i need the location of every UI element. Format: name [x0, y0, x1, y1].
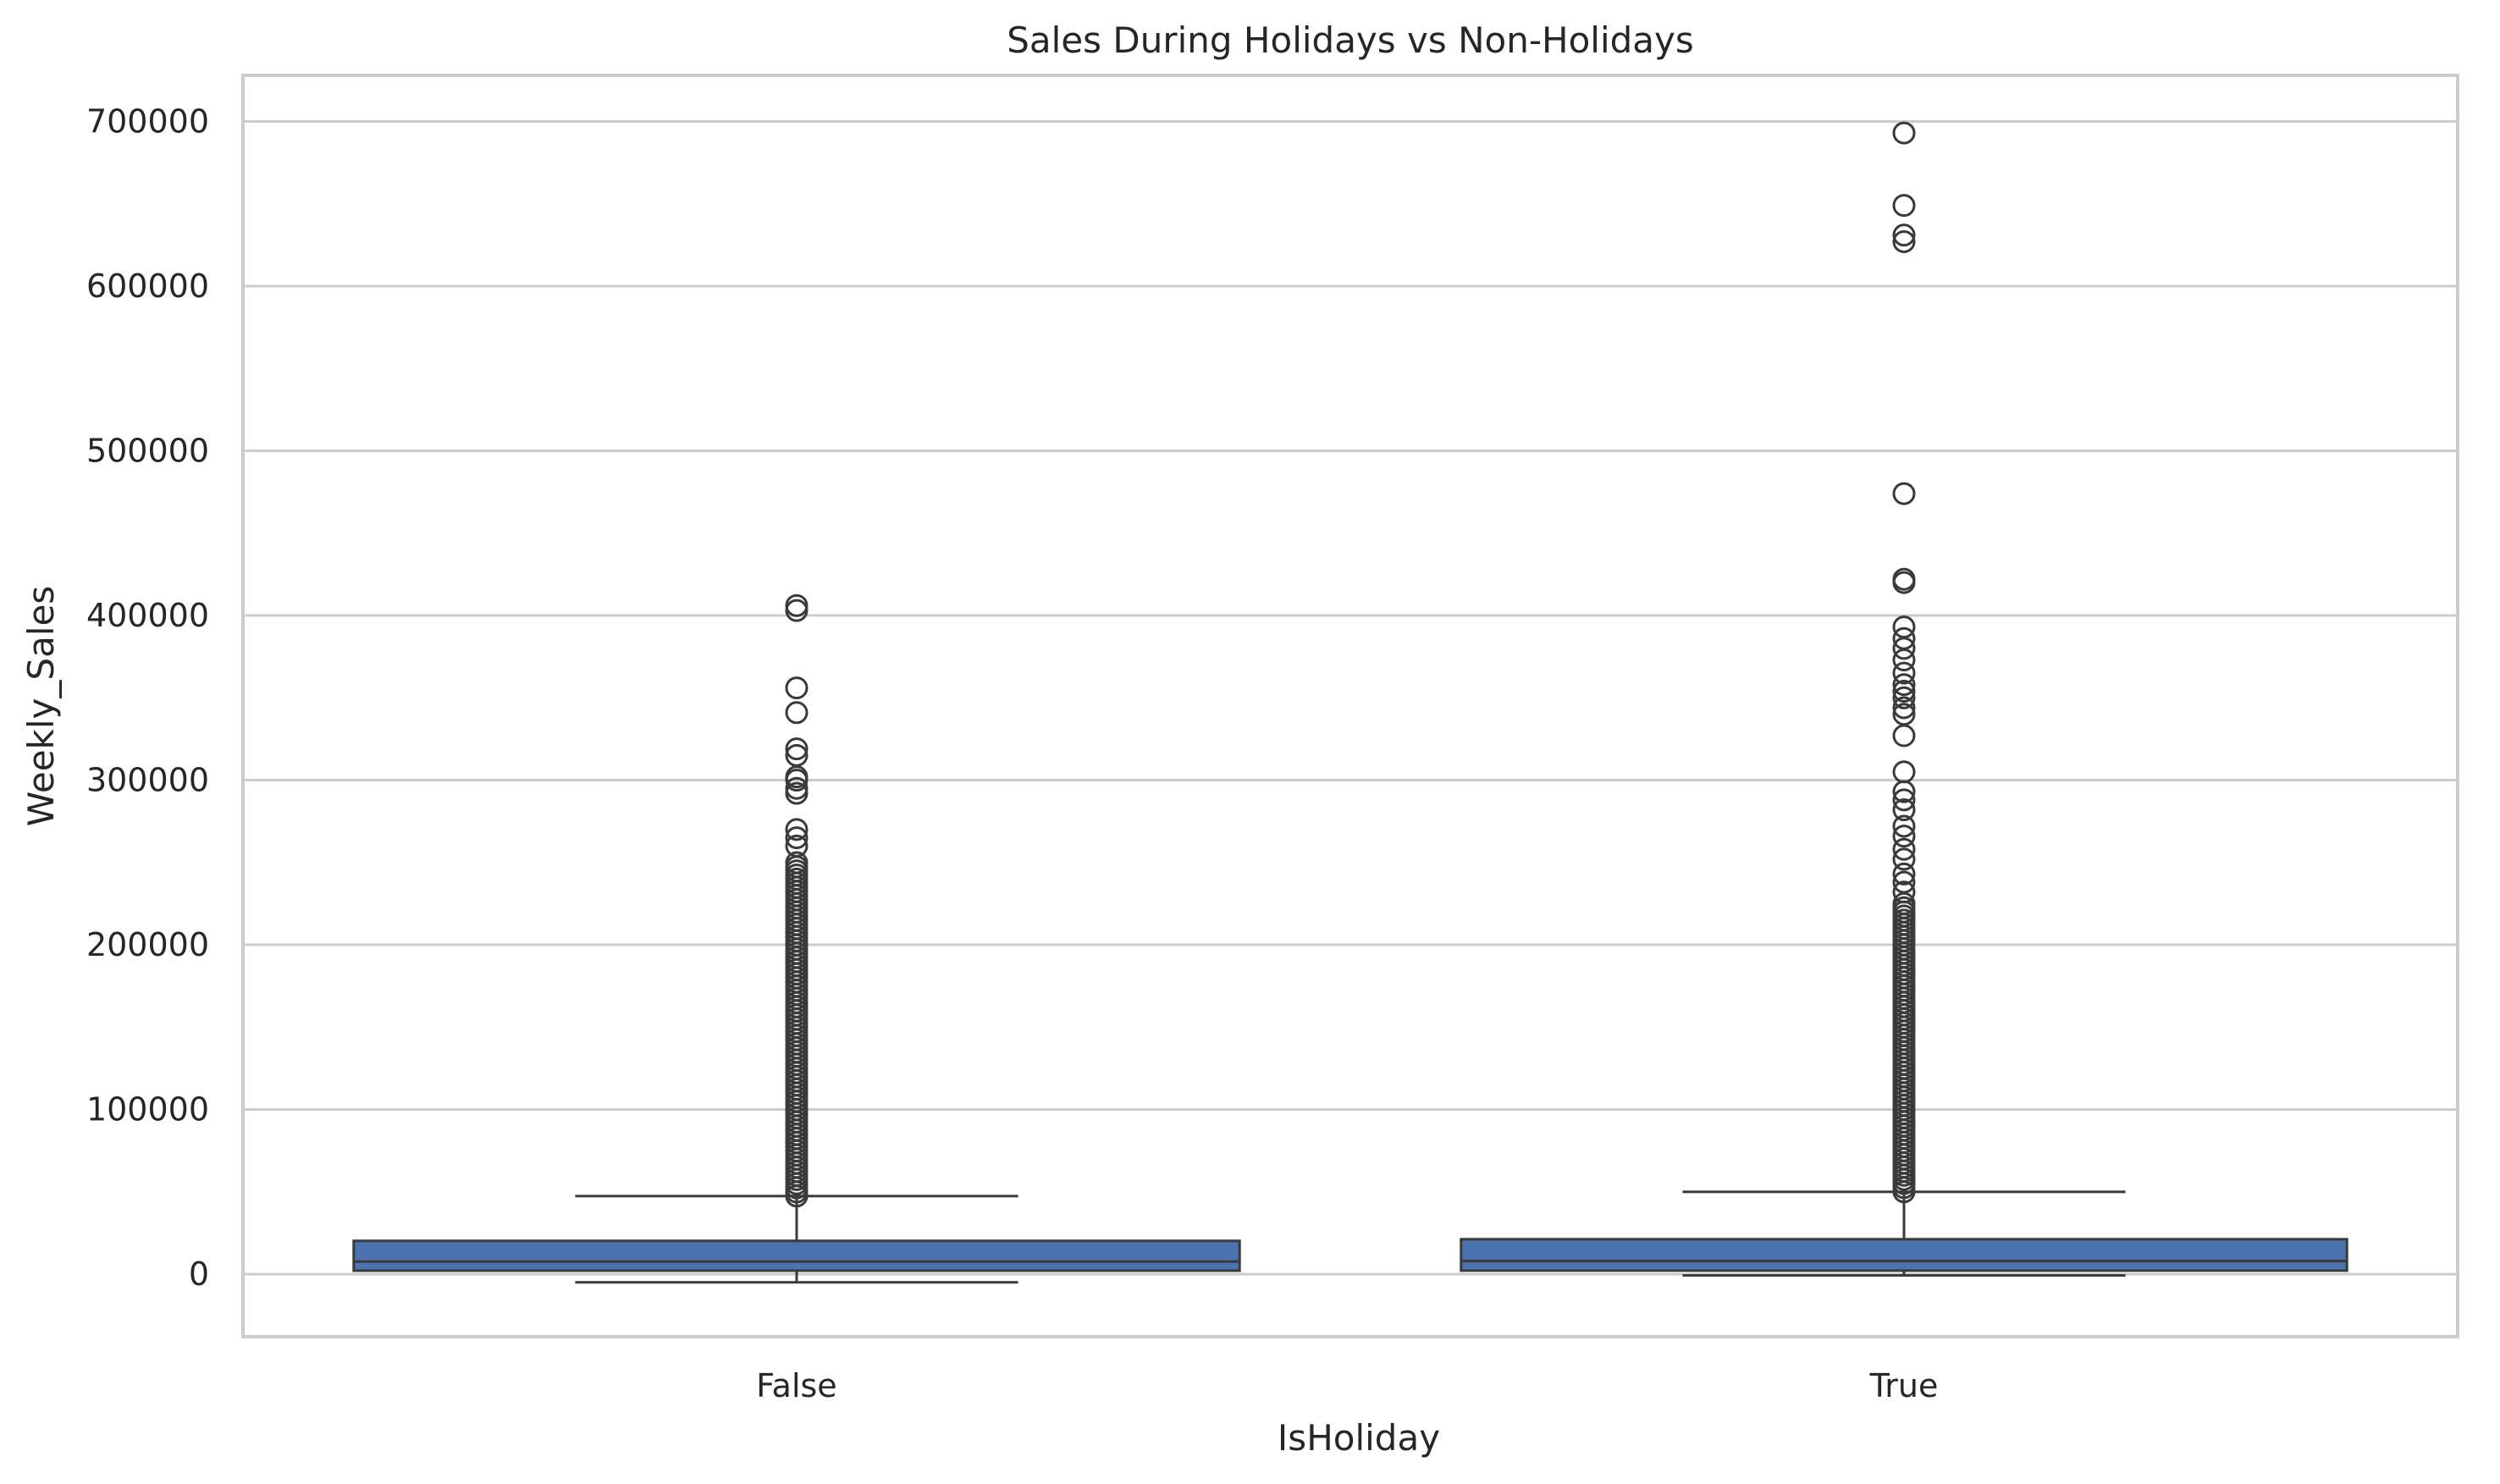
y-tick-label: 300000	[86, 762, 209, 799]
box-layer	[352, 121, 2348, 1284]
outlier-point	[1892, 229, 1916, 253]
y-tick-label: 400000	[86, 597, 209, 634]
outlier-point	[1892, 482, 1916, 505]
outlier-point	[785, 818, 808, 841]
box-group-true	[1460, 121, 2348, 1277]
outlier-point	[785, 599, 808, 622]
iqr-box	[352, 1239, 1241, 1272]
outlier-point	[1892, 880, 1916, 904]
outlier-point	[1892, 194, 1916, 218]
plot-frame	[241, 74, 2459, 1338]
outlier-point	[785, 851, 808, 874]
grid-lines	[243, 119, 2458, 1276]
outlier-point	[785, 743, 808, 767]
x-tick-label: True	[1869, 1367, 1939, 1404]
outlier-point	[1892, 223, 1916, 247]
outlier-point	[1892, 870, 1916, 894]
x-axis-label: IsHoliday	[1278, 1417, 1440, 1459]
outlier-point	[785, 701, 808, 725]
outlier-point	[1892, 615, 1916, 639]
outlier-point	[1892, 626, 1916, 650]
x-tick-label: False	[756, 1367, 836, 1404]
outlier-point	[1892, 679, 1916, 703]
y-tick-label: 0	[189, 1255, 209, 1293]
outlier-point	[1892, 862, 1916, 885]
outlier-point	[1892, 724, 1916, 748]
y-tick-label: 700000	[86, 102, 209, 140]
outlier-point	[1892, 648, 1916, 672]
chart-title: Sales During Holidays vs Non-Holidays	[1007, 19, 1694, 61]
y-axis-label: Weekly_Sales	[20, 586, 62, 826]
outlier-point	[785, 737, 808, 761]
outlier-point	[785, 776, 808, 800]
outlier-point	[1892, 661, 1916, 685]
outlier-point	[1892, 798, 1916, 822]
outlier-point	[785, 593, 808, 617]
outlier-point	[1892, 760, 1916, 784]
outlier-point	[1892, 703, 1916, 726]
tick-labels: 0 100000 200000 300000 400000 500000 600000 700…	[86, 102, 1938, 1404]
outlier-point	[785, 826, 808, 850]
outlier-point	[785, 676, 808, 700]
y-tick-label: 600000	[86, 268, 209, 305]
outlier-point	[1892, 686, 1916, 709]
outlier-point	[1892, 696, 1916, 720]
outlier-point	[1892, 567, 1916, 591]
y-tick-label: 500000	[86, 432, 209, 469]
outlier-point	[1892, 673, 1916, 697]
y-tick-label: 200000	[86, 926, 209, 963]
y-tick-label: 100000	[86, 1091, 209, 1128]
outlier-point	[1892, 788, 1916, 812]
iqr-box	[1460, 1238, 2348, 1272]
box-group-false	[352, 593, 1241, 1284]
outlier-point	[1892, 814, 1916, 838]
outlier-point	[1892, 121, 1916, 145]
outlier-point	[785, 834, 808, 858]
outlier-point	[1892, 825, 1916, 848]
outlier-point	[1892, 837, 1916, 861]
outlier-point	[1892, 847, 1916, 871]
